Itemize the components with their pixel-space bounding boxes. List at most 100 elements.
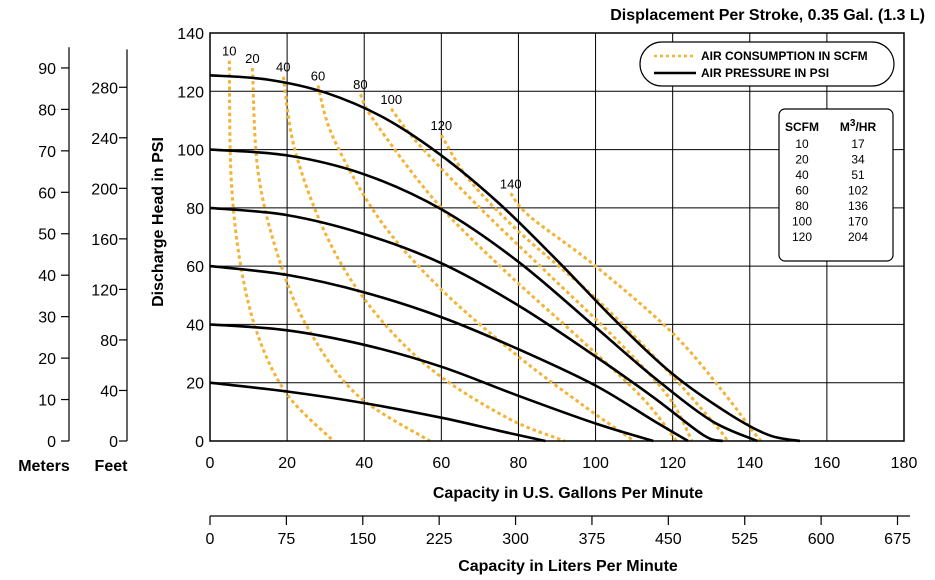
x-tick-label: 20 — [278, 455, 296, 472]
table-cell-scfm: 80 — [795, 199, 809, 213]
meters-tick-label: 40 — [38, 268, 56, 285]
liters-tick-label: 150 — [349, 531, 376, 548]
air-curve-label: 60 — [311, 68, 325, 83]
feet-axis: 0 40 80 120 160 200 240 280 — [91, 49, 128, 451]
y-tick-label: 20 — [186, 376, 204, 393]
pressure-curve-80-psi — [209, 206, 724, 443]
table-cell-m3hr: 170 — [848, 215, 868, 229]
table-cell-scfm: 100 — [792, 215, 812, 229]
y-tick-label: 0 — [195, 434, 204, 451]
pressure-curve-100-psi — [209, 148, 759, 443]
chart-title: Displacement Per Stroke, 0.35 Gal. (1.3 … — [610, 7, 925, 24]
table-cell-scfm: 10 — [795, 137, 809, 151]
meters-tick-label: 70 — [38, 144, 56, 161]
air-curve-label: 80 — [353, 77, 367, 92]
x2-axis-title: Capacity in Liters Per Minute — [458, 558, 678, 575]
y-tick-label: 100 — [177, 143, 204, 160]
table-cell-m3hr: 136 — [848, 199, 868, 213]
liters-axis: 0 75 150 225 300 375 450 525 600 675 — [206, 515, 911, 548]
table-cell-scfm: 40 — [795, 168, 809, 182]
meters-tick-label: 20 — [38, 351, 56, 368]
legend-pressure-label: AIR PRESSURE IN PSI — [701, 66, 829, 80]
air-curve-label: 20 — [245, 51, 259, 66]
y-axis-ticks: 0 20 40 60 80 100 120 140 — [177, 26, 204, 451]
air-curve-label: 100 — [380, 92, 402, 107]
x-tick-label: 180 — [891, 455, 918, 472]
liters-tick-label: 375 — [579, 531, 606, 548]
table-cell-m3hr: 102 — [848, 184, 868, 198]
liters-tick-label: 300 — [502, 531, 529, 548]
table-cell-m3hr: 51 — [851, 168, 865, 182]
y-tick-label: 120 — [177, 84, 204, 101]
meters-axis-title: Meters — [18, 458, 70, 475]
x-tick-label: 40 — [355, 455, 373, 472]
y-axis-title: Discharge Head in PSI — [150, 137, 167, 307]
meters-tick-label: 10 — [38, 393, 56, 410]
x-tick-label: 140 — [736, 455, 763, 472]
legend-box — [639, 41, 895, 87]
x-axis-title: Capacity in U.S. Gallons Per Minute — [433, 485, 703, 502]
table-header-scfm: SCFM — [785, 120, 819, 134]
air-curve-label: 10 — [222, 44, 236, 59]
meters-tick-label: 60 — [38, 185, 56, 202]
plot-frame — [209, 32, 905, 442]
y-tick-label: 60 — [186, 259, 204, 276]
air-curve-80-scfm — [359, 93, 678, 442]
feet-tick-label: 240 — [91, 131, 118, 148]
legend: AIR CONSUMPTION IN SCFM AIR PRESSURE IN … — [639, 41, 895, 87]
air-consumption-curves — [227, 60, 763, 443]
liters-tick-label: 600 — [808, 531, 835, 548]
feet-tick-label: 280 — [91, 80, 118, 97]
table-cell-scfm: 60 — [795, 184, 809, 198]
air-curve-100-scfm — [390, 107, 694, 442]
table-rows: 10 17 20 34 40 51 60 102 80 136 100 170 120 204 — [792, 137, 868, 244]
meters-tick-label: 50 — [38, 227, 56, 244]
meters-tick-label: 90 — [38, 61, 56, 78]
air-pressure-curves — [209, 74, 801, 443]
table-cell-m3hr: 204 — [848, 230, 868, 244]
feet-tick-label: 80 — [100, 333, 118, 350]
table-header-m3hr: M3/HR — [840, 118, 877, 134]
air-curve-60-scfm — [316, 85, 635, 443]
legend-air-label: AIR CONSUMPTION IN SCFM — [701, 49, 868, 63]
x-tick-label: 60 — [432, 455, 450, 472]
meters-tick-label: 80 — [38, 102, 56, 119]
pressure-curve-120-psi — [209, 74, 801, 443]
conversion-table-box — [778, 108, 894, 262]
y-tick-label: 140 — [177, 26, 204, 43]
meters-tick-label: 0 — [47, 434, 56, 451]
air-curve-120-scfm — [440, 134, 728, 442]
feet-tick-label: 200 — [91, 181, 118, 198]
air-curve-140-scfm — [509, 192, 763, 442]
feet-tick-label: 160 — [91, 232, 118, 249]
pressure-curve-60-psi — [209, 264, 689, 443]
liters-tick-label: 225 — [426, 531, 453, 548]
air-curve-labels: 10 20 40 60 80 100 120 140 — [222, 44, 522, 192]
y-tick-label: 80 — [186, 201, 204, 218]
y-tick-label: 40 — [186, 317, 204, 334]
table-cell-scfm: 120 — [792, 230, 812, 244]
liters-tick-label: 0 — [206, 531, 215, 548]
feet-tick-label: 0 — [109, 434, 118, 451]
x-tick-label: 0 — [206, 455, 215, 472]
air-curve-40-scfm — [281, 76, 566, 443]
liters-tick-label: 450 — [655, 531, 682, 548]
feet-tick-label: 40 — [100, 383, 118, 400]
feet-tick-label: 120 — [91, 282, 118, 299]
pressure-curve-40-psi — [209, 323, 654, 443]
pressure-curve-20-psi — [209, 381, 546, 443]
liters-tick-label: 75 — [277, 531, 295, 548]
meters-tick-label: 30 — [38, 310, 56, 327]
table-cell-m3hr: 17 — [851, 137, 865, 151]
table-cell-scfm: 20 — [795, 153, 809, 167]
x-tick-label: 80 — [510, 455, 528, 472]
air-curve-label: 140 — [500, 176, 522, 191]
liters-tick-label: 525 — [731, 531, 758, 548]
x-axis-ticks: 0 20 40 60 80 100 120 140 160 180 — [206, 455, 918, 472]
air-curve-label: 120 — [430, 118, 452, 133]
x-tick-label: 100 — [582, 455, 609, 472]
x-tick-label: 120 — [659, 455, 686, 472]
air-curve-label: 40 — [276, 60, 290, 75]
